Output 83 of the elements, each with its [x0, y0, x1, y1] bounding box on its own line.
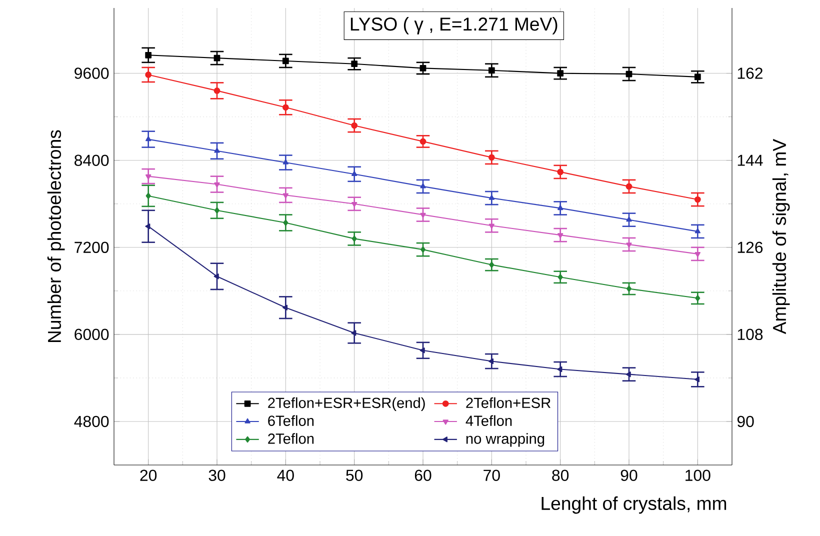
point: [694, 228, 700, 234]
y-tick-label: 7200: [74, 242, 109, 254]
legend-label: no wrapping: [466, 433, 544, 447]
point: [557, 233, 564, 238]
point: [488, 224, 494, 229]
point: [351, 170, 358, 176]
point: [626, 242, 632, 248]
point: [351, 122, 358, 129]
point: [351, 330, 356, 336]
y-axis-title: Number of photoelectrons: [47, 130, 65, 342]
point: [352, 235, 357, 242]
point: [626, 371, 631, 378]
x-tick-label: 60: [414, 470, 432, 481]
x-axis-title: Lenght of crystals, mm: [542, 496, 726, 514]
y2-tick-label: 144: [738, 154, 763, 166]
point: [214, 88, 220, 94]
y-tick-label: 8400: [74, 154, 109, 166]
x-tick-label: 100: [686, 470, 710, 481]
point: [420, 348, 425, 354]
point: [488, 154, 495, 161]
point: [694, 74, 701, 80]
point: [557, 366, 562, 372]
x-tick-label: 40: [277, 470, 294, 481]
y2-tick-label: 90: [737, 416, 754, 428]
y-tick-label: 9600: [74, 68, 109, 79]
x-tick-label: 90: [620, 470, 638, 481]
point: [626, 216, 632, 222]
legend-label: 6Teflon: [268, 415, 314, 426]
point: [489, 262, 494, 268]
point: [694, 376, 700, 382]
point: [420, 212, 426, 218]
chart-title: LYSO ( γ , E=1.271 MeV): [350, 17, 558, 34]
point: [214, 148, 220, 153]
point: [283, 220, 288, 226]
point: [694, 252, 700, 258]
point: [695, 294, 700, 302]
legend-label: 4Teflon: [466, 415, 512, 426]
point: [488, 358, 494, 364]
x-tick-label: 20: [140, 470, 157, 481]
point: [626, 70, 632, 78]
legend-label: 2Teflon+ESR+ESR(end): [268, 397, 425, 411]
point: [626, 183, 632, 190]
point: [282, 193, 289, 198]
y2-tick-label: 108: [738, 328, 763, 340]
point: [145, 224, 150, 230]
y-tick-label: 4800: [74, 416, 109, 428]
point: [420, 183, 426, 188]
point: [282, 58, 289, 64]
point: [145, 174, 152, 180]
legend-label: 2Teflon+ESR: [466, 397, 550, 408]
point: [626, 286, 632, 292]
point: [214, 182, 220, 188]
x-tick-label: 80: [552, 470, 569, 481]
point: [145, 72, 152, 78]
point: [557, 70, 564, 76]
point: [351, 60, 358, 68]
y-tick-label: 6000: [74, 328, 109, 340]
point: [420, 138, 426, 145]
point: [146, 192, 151, 200]
point: [557, 168, 564, 176]
x-tick-label: 50: [346, 470, 363, 481]
point: [145, 136, 152, 142]
point: [558, 274, 563, 280]
point: [488, 194, 494, 200]
y2-axis-title: Amplitude of signal, mV: [772, 138, 790, 334]
y2-tick-label: 126: [738, 242, 763, 254]
legend-label: 2Teflon: [268, 433, 314, 444]
point: [214, 54, 220, 62]
point: [351, 202, 358, 208]
point: [282, 104, 289, 111]
point: [420, 246, 426, 253]
point: [145, 52, 152, 58]
point: [420, 65, 426, 72]
point: [214, 207, 220, 214]
point: [694, 196, 701, 203]
point: [488, 67, 495, 74]
point: [282, 159, 289, 164]
y2-tick-label: 162: [738, 68, 762, 79]
point: [557, 205, 564, 210]
point: [214, 274, 219, 280]
x-tick-label: 30: [208, 470, 226, 481]
x-tick-label: 70: [484, 470, 500, 481]
point: [282, 304, 288, 310]
